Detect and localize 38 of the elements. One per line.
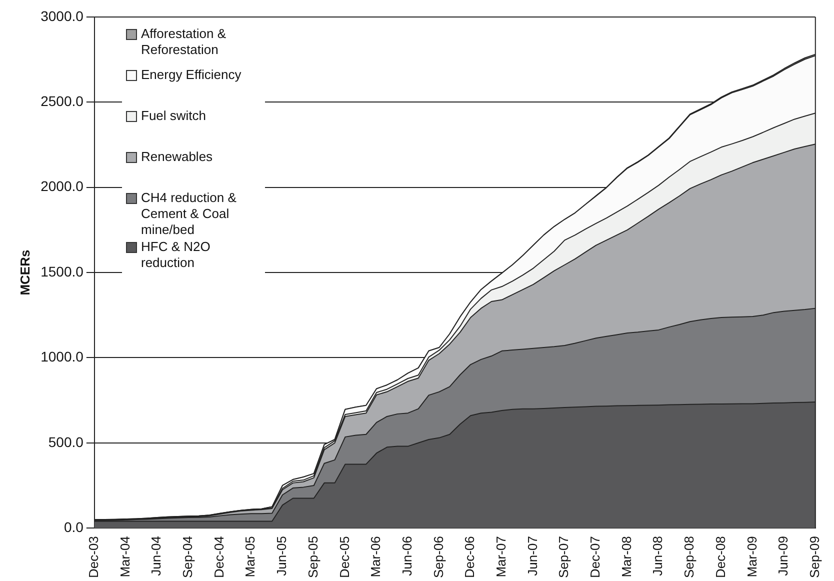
x-tick-label: Mar-05	[242, 536, 258, 578]
legend-label: HFC & N2O reduction	[141, 239, 212, 271]
x-tick-label: Sep-06	[430, 536, 446, 578]
x-tick-label: Mar-08	[618, 536, 634, 578]
y-tick-label: 0.0	[64, 518, 84, 535]
y-tick-label: 1500.0	[40, 263, 84, 280]
x-tick-label: Mar-04	[117, 536, 132, 578]
legend-label: Fuel switch	[141, 108, 206, 124]
y-tick-label: 3000.0	[40, 8, 84, 24]
legend-label: CH4 reduction & Cement & Coal mine/bed	[141, 190, 238, 238]
x-tick-label: Sep-07	[556, 536, 572, 578]
y-tick-label: 2500.0	[40, 93, 84, 110]
legend-label: Afforestation & Reforestation	[141, 26, 228, 58]
x-tick-label: Jun-06	[399, 536, 414, 576]
x-tick-label: Mar-06	[368, 536, 384, 578]
x-tick-label: Dec-07	[588, 536, 603, 578]
legend-label: Renewables	[141, 149, 213, 165]
x-tick-label: Dec-05	[336, 536, 352, 578]
x-tick-label: Sep-05	[305, 536, 320, 578]
x-tick-label: Mar-07	[494, 536, 509, 578]
x-tick-label: Mar-09	[744, 536, 760, 578]
y-tick-label: 2000.0	[40, 178, 84, 194]
x-tick-label: Dec-03	[86, 536, 101, 578]
x-tick-label: Jun-08	[650, 536, 666, 576]
x-tick-label: Sep-04	[180, 536, 196, 578]
y-axis-title: MCERs	[17, 250, 32, 296]
x-tick-label: Dec-06	[462, 536, 478, 578]
x-tick-label: Dec-08	[712, 536, 728, 578]
x-tick-label: Jun-07	[524, 536, 540, 576]
y-tick-label: 500.0	[48, 434, 84, 450]
x-tick-label: Sep-09	[806, 536, 822, 578]
x-tick-label: Jun-05	[274, 536, 290, 576]
x-tick-label: Jun-04	[148, 536, 164, 576]
legend-label: Energy Efficiency	[141, 67, 242, 83]
x-tick-label: Dec-04	[211, 536, 226, 578]
y-tick-label: 1000.0	[40, 348, 84, 365]
x-tick-label: Jun-09	[776, 536, 791, 576]
x-tick-label: Sep-08	[682, 536, 697, 578]
